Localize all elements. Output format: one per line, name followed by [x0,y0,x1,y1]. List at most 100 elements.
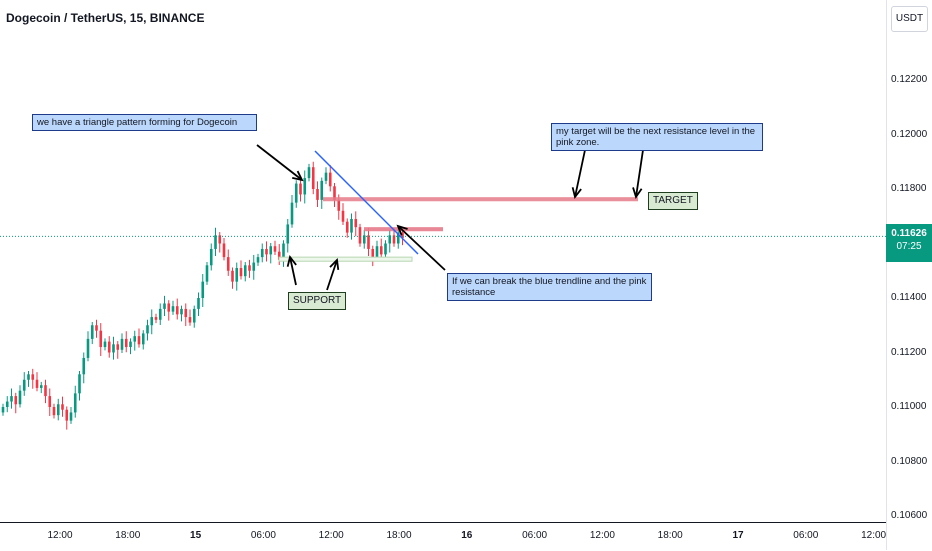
candle-body [226,257,230,271]
candle-body [379,246,383,255]
candle-body [371,248,375,258]
time-tick-label: 18:00 [386,530,412,541]
candle-body [158,308,162,320]
price-tick-label: 0.11200 [891,346,927,358]
candle-body [375,246,379,258]
candle-body [56,404,60,416]
candle-body [90,325,94,339]
price-tick-label: 0.12200 [891,74,928,85]
candle-body [290,202,294,225]
candle-body [282,243,285,260]
candle-body [167,303,171,312]
time-tick-label: 12:00 [318,530,344,541]
time-tick-label: 15 [190,530,202,541]
candle-body [362,235,366,244]
candle-body [345,221,349,233]
candle-body [214,235,217,249]
candle-body [197,298,200,309]
candle-body [22,379,26,391]
candle-body [333,186,336,200]
candle-body [256,257,260,263]
time-tick-label: 18:00 [657,530,683,541]
time-tick-label: 06:00 [793,530,819,541]
price-tick-label: 0.10800 [891,455,928,467]
candle-body [337,199,341,211]
candle-body [396,232,400,244]
candle-body [154,317,158,320]
candle-body [303,178,307,195]
candle-body [61,404,64,410]
time-tick-label: 12:00 [47,530,73,541]
target-note[interactable]: my target will be the next resistance le… [551,123,763,151]
time-tick-label: 12:00 [861,530,887,541]
support-arrow-right [326,259,338,291]
support-arrow-left-head [286,254,297,267]
candle-body [86,338,90,358]
candle-body [324,172,328,181]
candle-body [107,341,111,353]
candle-body [265,248,268,255]
time-tick-label: 06:00 [522,530,548,541]
triangle-pattern-note[interactable]: we have a triangle pattern forming for D… [32,114,257,131]
target-arrow-left [574,149,586,198]
last-price-label: 0.11626 07:25 [886,224,932,262]
candle-body [367,235,370,249]
candle-body [69,412,73,421]
candle-body [10,396,13,402]
candle-body [354,218,358,228]
last-price-value: 0.11626 [891,228,927,239]
breakout-arrow [397,225,446,271]
triangle-arrow [256,144,303,181]
candle-body [294,183,298,203]
time-tick-label: 12:00 [589,530,615,541]
candle-body [82,357,86,375]
candle-body [401,232,404,239]
countdown-timer: 07:25 [896,241,922,252]
candle-body [163,303,166,309]
price-axis[interactable] [886,0,932,550]
candle-body [35,379,39,388]
time-tick-label: 18:00 [115,530,141,541]
candle-body [18,390,22,405]
candle-body [388,235,392,244]
target-arrow-right-head [632,187,643,200]
candle-body [14,396,18,405]
candle-body [239,268,243,277]
chart-area[interactable] [0,0,886,522]
candle-body [39,385,43,388]
time-tick-label: 06:00 [250,530,276,541]
candle-body [358,227,362,244]
blue-trendline [314,150,419,255]
support-arrow-left [289,256,297,286]
triangle-arrow-head [292,170,304,182]
time-tick-label: 16 [461,530,473,541]
time-axis[interactable] [0,522,886,551]
candle-body [1,407,5,413]
candle-body [124,338,128,348]
candle-body [141,333,145,345]
candle-body [129,341,132,348]
candle-body [95,325,98,331]
price-tick-label: 0.11000 [891,401,927,412]
support-arrow-right-head [329,258,340,271]
candle-body [133,336,137,342]
candle-body [99,330,103,348]
candle-body [112,344,115,353]
candle-body [73,393,77,413]
candle-body [192,308,196,323]
resistance-zone [323,197,638,202]
breakout-arrow-head [396,224,408,236]
price-chart[interactable] [0,0,886,522]
currency-button[interactable]: USDT [891,6,928,32]
support-label[interactable]: SUPPORT [288,292,347,310]
pink-resistance-zone [364,227,443,232]
candle-body [218,235,222,244]
candle-body [78,374,81,394]
candle-body [299,183,302,195]
breakout-note[interactable]: If we can break the blue trendline and t… [447,273,652,301]
target-label[interactable]: TARGET [648,192,698,210]
time-tick-label: 17 [732,530,744,541]
candle-body [44,385,47,397]
candle-body [243,265,247,277]
candle-body [328,172,332,187]
